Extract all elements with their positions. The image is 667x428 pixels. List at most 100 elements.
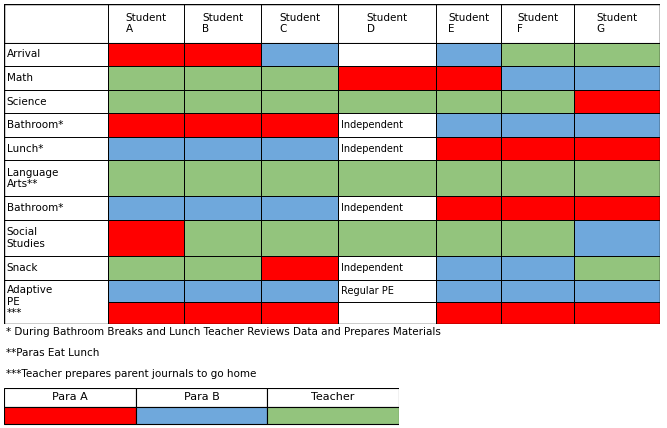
Bar	[436, 137, 501, 160]
Text: Social
Studies: Social Studies	[7, 227, 45, 249]
Bar	[107, 137, 184, 160]
Bar	[4, 90, 107, 113]
Bar	[436, 66, 501, 90]
Bar	[184, 220, 261, 256]
Bar	[261, 256, 338, 279]
Bar	[436, 113, 501, 137]
Bar	[338, 256, 436, 279]
Bar	[574, 196, 660, 220]
Text: Student
F: Student F	[517, 12, 558, 34]
Bar	[261, 66, 338, 90]
Bar	[574, 279, 660, 302]
Bar	[574, 137, 660, 160]
Bar	[107, 90, 184, 113]
Bar	[107, 160, 184, 196]
Bar	[184, 302, 261, 324]
Bar	[436, 196, 501, 220]
Bar	[574, 256, 660, 279]
Bar	[501, 66, 574, 90]
Text: Language
Arts**: Language Arts**	[7, 168, 58, 189]
Bar	[574, 302, 660, 324]
Bar	[4, 196, 107, 220]
Text: Arrival: Arrival	[7, 49, 41, 59]
Text: Student
D: Student D	[367, 12, 408, 34]
Bar	[261, 43, 338, 66]
Bar	[184, 90, 261, 113]
Text: Teacher: Teacher	[311, 392, 355, 402]
Bar	[574, 160, 660, 196]
Bar	[574, 66, 660, 90]
Bar	[4, 113, 107, 137]
Bar	[135, 407, 267, 424]
Bar	[501, 43, 574, 66]
Text: Snack: Snack	[7, 263, 38, 273]
Bar	[184, 279, 261, 302]
Bar	[261, 137, 338, 160]
Bar	[501, 220, 574, 256]
Text: Adaptive
PE
***: Adaptive PE ***	[7, 285, 53, 318]
Text: Bathroom*: Bathroom*	[7, 120, 63, 130]
Bar	[338, 196, 436, 220]
Bar	[184, 43, 261, 66]
Text: Student
C: Student C	[279, 12, 320, 34]
Text: **Paras Eat Lunch: **Paras Eat Lunch	[6, 348, 99, 358]
Bar	[184, 256, 261, 279]
Bar	[501, 302, 574, 324]
Bar	[4, 137, 107, 160]
Text: Lunch*: Lunch*	[7, 144, 43, 154]
Bar	[107, 279, 184, 302]
Bar	[107, 220, 184, 256]
Bar	[4, 388, 135, 407]
Bar	[107, 196, 184, 220]
Bar	[184, 66, 261, 90]
Bar	[436, 160, 501, 196]
Bar	[4, 43, 107, 66]
Bar	[574, 43, 660, 66]
Bar	[501, 279, 574, 302]
Text: Para B: Para B	[183, 392, 219, 402]
Bar	[436, 220, 501, 256]
Bar	[4, 256, 107, 279]
Bar	[338, 90, 436, 113]
Bar	[501, 90, 574, 113]
Text: Independent: Independent	[341, 144, 402, 154]
Bar	[501, 137, 574, 160]
Bar	[436, 279, 501, 302]
Bar	[261, 279, 338, 302]
Bar	[436, 90, 501, 113]
Text: Student
B: Student B	[202, 12, 243, 34]
Bar	[436, 256, 501, 279]
Bar	[338, 66, 436, 90]
Bar	[261, 220, 338, 256]
Bar	[501, 113, 574, 137]
Bar	[338, 279, 436, 302]
Bar	[267, 407, 399, 424]
Bar	[261, 302, 338, 324]
Bar	[107, 256, 184, 279]
Bar	[338, 302, 436, 324]
Bar	[267, 388, 399, 407]
Bar	[338, 160, 436, 196]
Bar	[436, 43, 501, 66]
Bar	[4, 66, 107, 90]
Bar	[4, 4, 660, 43]
Bar	[338, 220, 436, 256]
Text: Independent: Independent	[341, 263, 402, 273]
Bar	[574, 220, 660, 256]
Bar	[107, 302, 184, 324]
Bar	[107, 113, 184, 137]
Bar	[574, 113, 660, 137]
Bar	[107, 66, 184, 90]
Bar	[261, 90, 338, 113]
Text: Regular PE: Regular PE	[341, 285, 394, 296]
Text: Student
A: Student A	[125, 12, 167, 34]
Bar	[501, 256, 574, 279]
Text: Student
G: Student G	[596, 12, 638, 34]
Bar	[338, 43, 436, 66]
Bar	[184, 160, 261, 196]
Bar	[338, 137, 436, 160]
Bar	[261, 113, 338, 137]
Bar	[4, 160, 107, 196]
Bar	[135, 388, 267, 407]
Bar	[184, 113, 261, 137]
